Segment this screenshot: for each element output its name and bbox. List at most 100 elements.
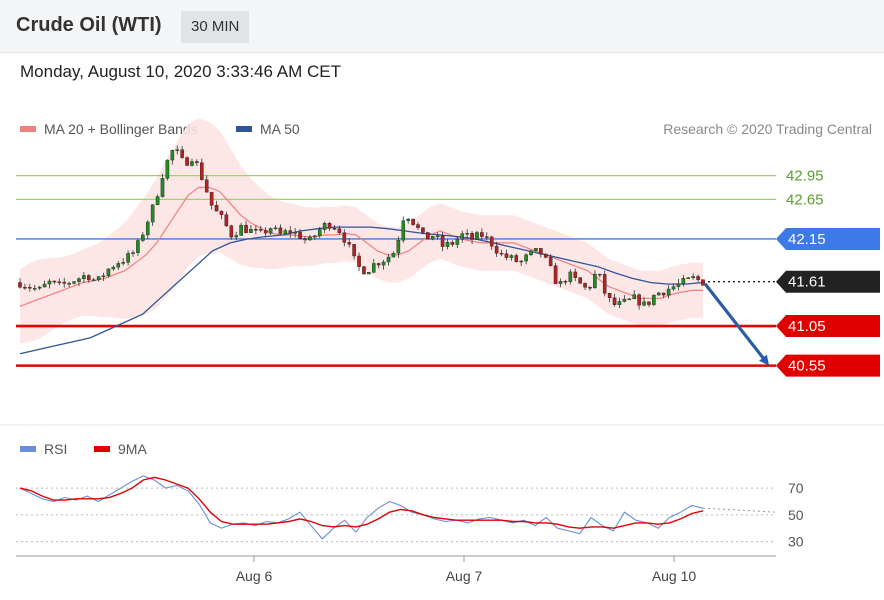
candle-body: [337, 228, 342, 233]
candle-body: [352, 244, 356, 257]
candle-body: [268, 228, 273, 234]
rsi-tick-50: 50: [788, 507, 804, 523]
candle-body: [524, 254, 528, 262]
legend-ma50: MA 50: [236, 121, 300, 137]
candle-body: [209, 191, 214, 206]
candle-body: [18, 282, 22, 288]
candle-body: [28, 287, 32, 289]
candle-body: [484, 236, 489, 238]
rsi-tick-30: 30: [788, 534, 804, 550]
candle-body: [367, 272, 371, 275]
candle-body: [170, 150, 175, 161]
legend-swatch-rsi-ma: [94, 446, 110, 453]
ma20-line: [19, 186, 703, 307]
candle-body: [82, 275, 86, 279]
candle-body: [637, 294, 641, 306]
instrument-title: Crude Oil (WTI): [16, 14, 162, 36]
candle-body: [539, 248, 543, 255]
candle-body: [627, 298, 632, 301]
candle-body: [234, 235, 239, 238]
candle-body: [23, 287, 27, 289]
candle-body: [136, 240, 140, 253]
candle-body: [376, 263, 381, 266]
legend-label-ma50: MA 50: [260, 121, 300, 137]
candle-body: [416, 224, 420, 228]
x-tick-label: Aug 7: [446, 568, 483, 584]
candle-body: [175, 149, 180, 151]
candle-body: [150, 204, 155, 223]
candle-body: [200, 162, 204, 180]
candle-body: [509, 255, 514, 258]
candle-body: [445, 242, 450, 247]
candle-body: [101, 275, 106, 278]
candle-body: [263, 230, 268, 234]
candle-body: [249, 229, 253, 233]
candle-body: [204, 179, 209, 193]
candle-body: [322, 223, 327, 230]
candle-body: [701, 279, 705, 286]
candle-body: [298, 231, 302, 239]
candle-body: [278, 227, 283, 234]
candle-body: [460, 233, 465, 240]
candle-body: [435, 235, 440, 238]
candle-body: [455, 239, 460, 245]
rsi-series-9MA: [19, 476, 704, 529]
candle-body: [583, 283, 587, 288]
level-label-41.05: 41.05: [788, 318, 826, 335]
candle-body: [573, 271, 578, 278]
time-axis: Aug 6 Aug 7 Aug 10: [16, 555, 776, 584]
candle-body: [145, 221, 150, 236]
candle-body: [529, 250, 533, 256]
rsi-tick-70: 70: [788, 480, 804, 496]
candle-body: [686, 277, 691, 279]
candle-body: [317, 229, 322, 236]
candle-body: [691, 276, 695, 278]
candle-body: [160, 178, 165, 197]
candle-body: [190, 161, 194, 166]
candle-body: [96, 276, 101, 280]
legend-swatch-rsi: [20, 446, 36, 453]
candle-body: [273, 227, 278, 230]
candle-body: [676, 283, 681, 287]
candle-body: [219, 210, 224, 215]
legend-rsi-ma: 9MA: [94, 441, 147, 457]
rsi-continuation: [702, 507, 777, 513]
candle-body: [357, 255, 361, 267]
candle-body: [421, 227, 425, 233]
legend-label-rsi-ma: 9MA: [118, 441, 147, 457]
candle-body: [548, 257, 553, 266]
candle-body: [67, 283, 71, 285]
candle-body: [489, 236, 494, 247]
rsi-panel: 70 50 30: [0, 424, 884, 550]
level-label-42.95: 42.95: [786, 168, 824, 185]
candle-body: [426, 232, 430, 240]
moving-averages: [19, 186, 704, 355]
legend-swatch-ma50: [236, 126, 252, 133]
candle-body: [632, 294, 637, 300]
candle-body: [612, 297, 617, 305]
timeframe-badge[interactable]: 30 MIN: [181, 11, 250, 43]
candle-body: [229, 225, 234, 238]
candle-body: [293, 231, 297, 234]
candle-body: [558, 281, 563, 284]
candle-body: [411, 218, 415, 225]
candle-body: [450, 242, 455, 245]
candle-body: [288, 230, 293, 234]
candle-body: [602, 274, 607, 294]
candle-body: [652, 294, 656, 305]
candle-body: [185, 157, 189, 166]
candle-body: [121, 262, 125, 264]
candle-body: [91, 279, 96, 281]
bollinger-band-area: [20, 118, 703, 344]
candle-body: [72, 281, 76, 284]
candle-body: [681, 278, 686, 284]
candle-body: [671, 286, 676, 290]
level-tags: 42.95 42.65 42.15 41.61 41.05 40.55: [776, 168, 880, 377]
candle-body: [42, 283, 47, 288]
candle-body: [52, 280, 57, 283]
chart-header: Crude Oil (WTI) 30 MIN: [0, 0, 884, 53]
candle-body: [371, 263, 376, 273]
level-label-41.61: 41.61: [788, 274, 826, 291]
candle-body: [332, 228, 337, 230]
